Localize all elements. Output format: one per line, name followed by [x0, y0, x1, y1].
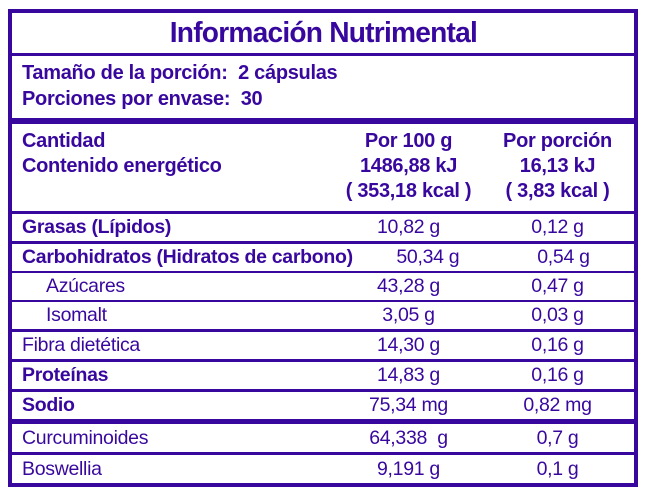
- per-portion-value: 0,12 g: [531, 216, 584, 238]
- amount-header: Cantidad: [22, 130, 106, 152]
- nutrient-label: Isomalt: [46, 304, 107, 326]
- servings-per-container-line: Porciones por envase: 30: [22, 88, 263, 110]
- per-portion-value: 0,16 g: [531, 364, 584, 386]
- per-portion-value: 0,03 g: [531, 304, 584, 326]
- per-100g-header: Por 100 g: [364, 130, 453, 152]
- per-100g-column-header: Por 100 g 1486,88 kJ ( 353,18 kcal ): [326, 129, 491, 204]
- nutrient-row-sugars: Azúcares 43,28 g 0,47 g: [12, 271, 634, 300]
- ingredient-label: Boswellia: [22, 457, 102, 480]
- nutrient-label: Sodio: [22, 394, 75, 416]
- per-100g-value: 14,30 g: [377, 334, 440, 356]
- nutrient-label: Azúcares: [46, 275, 125, 297]
- nutrient-label: Grasas (Lípidos): [22, 216, 172, 238]
- label-title: Información Nutrimental: [169, 16, 477, 49]
- per-portion-value: 0,16 g: [531, 334, 584, 356]
- table-header: Cantidad Contenido energético Por 100 g …: [12, 124, 634, 214]
- nutrient-rows: Grasas (Lípidos) 10,82 g 0,12 g Carbohid…: [12, 214, 634, 419]
- per-100g-value: 10,82 g: [377, 216, 440, 238]
- nutrient-label: Fibra dietética: [22, 334, 140, 356]
- per-100g-value: 9,191 g: [377, 457, 440, 480]
- per-portion-value: 0,1 g: [536, 457, 579, 480]
- per-100g-value: 43,28 g: [377, 275, 440, 297]
- serving-info-section: Tamaño de la porción: 2 cápsulas Porcion…: [12, 56, 634, 124]
- per-100g-value: 3,05 g: [382, 304, 435, 326]
- per-100g-value: 14,83 g: [377, 364, 440, 386]
- per-100g-value: 64,338 g: [369, 426, 448, 449]
- energy-content-header: Contenido energético: [22, 155, 222, 177]
- nutrient-row-fiber: Fibra dietética 14,30 g 0,16 g: [12, 329, 634, 359]
- per-100g-energy-kcal: ( 353,18 kcal ): [345, 180, 472, 202]
- per-portion-energy-kcal: ( 3,83 kcal ): [505, 180, 610, 202]
- per-100g-value: 75,34 mg: [369, 394, 448, 416]
- per-portion-energy-kj: 16,13 kJ: [519, 155, 596, 177]
- nutrient-label: Proteínas: [22, 364, 109, 386]
- nutrient-label: Carbohidratos (Hidratos de carbono): [22, 246, 353, 268]
- per-portion-value: 0,47 g: [531, 275, 584, 297]
- per-portion-value: 0,82 mg: [523, 394, 592, 416]
- nutrient-row-carbohydrates: Carbohidratos (Hidratos de carbono) 50,3…: [12, 241, 634, 271]
- nutrient-row-protein: Proteínas 14,83 g 0,16 g: [12, 359, 634, 389]
- nutrient-row-isomalt: Isomalt 3,05 g 0,03 g: [12, 300, 634, 329]
- per-100g-energy-kj: 1486,88 kJ: [359, 155, 458, 177]
- serving-size-line: Tamaño de la porción: 2 cápsulas: [22, 62, 338, 84]
- per-portion-value: 0,54 g: [537, 246, 590, 268]
- amount-header-column: Cantidad Contenido energético: [22, 129, 326, 204]
- nutrition-facts-label: Información Nutrimental Tamaño de la por…: [8, 9, 638, 487]
- active-ingredient-rows: Curcuminoides 64,338 g 0,7 g Boswellia 9…: [12, 419, 634, 483]
- ingredient-row-boswellia: Boswellia 9,191 g 0,1 g: [12, 452, 634, 483]
- label-title-section: Información Nutrimental: [12, 13, 634, 56]
- per-portion-column-header: Por porción 16,13 kJ ( 3,83 kcal ): [491, 129, 624, 204]
- ingredient-label: Curcuminoides: [22, 426, 149, 449]
- nutrient-row-sodium: Sodio 75,34 mg 0,82 mg: [12, 389, 634, 419]
- per-portion-header: Por porción: [503, 130, 612, 152]
- ingredient-row-curcuminoids: Curcuminoides 64,338 g 0,7 g: [12, 424, 634, 452]
- per-100g-value: 50,34 g: [396, 246, 460, 268]
- per-portion-value: 0,7 g: [536, 426, 579, 449]
- nutrient-row-fat: Grasas (Lípidos) 10,82 g 0,12 g: [12, 214, 634, 241]
